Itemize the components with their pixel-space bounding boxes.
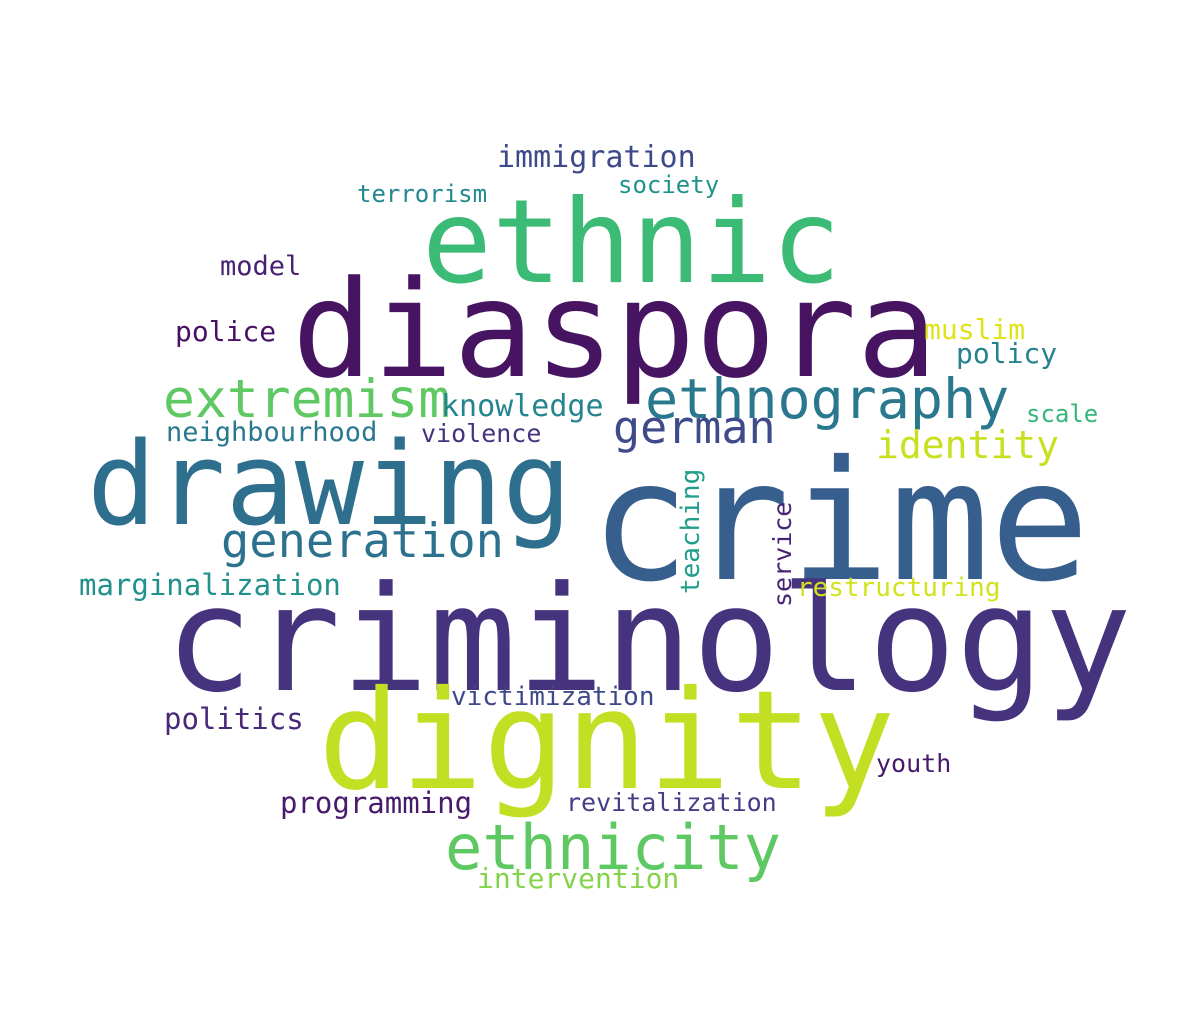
word-politics: politics [164, 702, 304, 736]
word-crime: crime [590, 426, 1090, 619]
word-ethnic: ethnic [422, 175, 842, 310]
word-dignity: dignity [318, 662, 896, 821]
word-criminology: criminology [165, 555, 1132, 725]
word-german: german [613, 401, 776, 454]
word-immigration: immigration [497, 140, 696, 175]
word-generation: generation [221, 514, 504, 569]
word-police: police [175, 315, 277, 348]
word-drawing: drawing [87, 418, 572, 552]
word-service: service [768, 501, 797, 607]
word-policy: policy [956, 337, 1058, 370]
word-violence: violence [421, 419, 542, 448]
word-muslim: muslim [924, 313, 1026, 346]
word-extremism: extremism [163, 369, 451, 430]
word-ethnicity: ethnicity [445, 811, 781, 884]
word-neighbourhood: neighbourhood [166, 417, 378, 448]
word-teaching: teaching [676, 468, 706, 594]
word-diaspora: diaspora [292, 252, 938, 408]
word-scale: scale [1026, 400, 1099, 428]
word-intervention: intervention [477, 862, 680, 895]
word-society: society [618, 171, 720, 199]
word-youth: youth [876, 749, 952, 778]
word-identity: identity [876, 423, 1060, 467]
word-knowledge: knowledge [441, 389, 604, 424]
word-marginalization: marginalization [79, 568, 341, 602]
word-model: model [220, 251, 302, 282]
word-programming: programming [280, 786, 473, 820]
word-revitalization: revitalization [566, 788, 777, 817]
word-victimization: victimization [451, 682, 655, 712]
word-ethnography: ethnography [645, 367, 1010, 431]
word-terrorism: terrorism [357, 180, 488, 208]
word-restructuring: restructuring [797, 573, 1001, 603]
